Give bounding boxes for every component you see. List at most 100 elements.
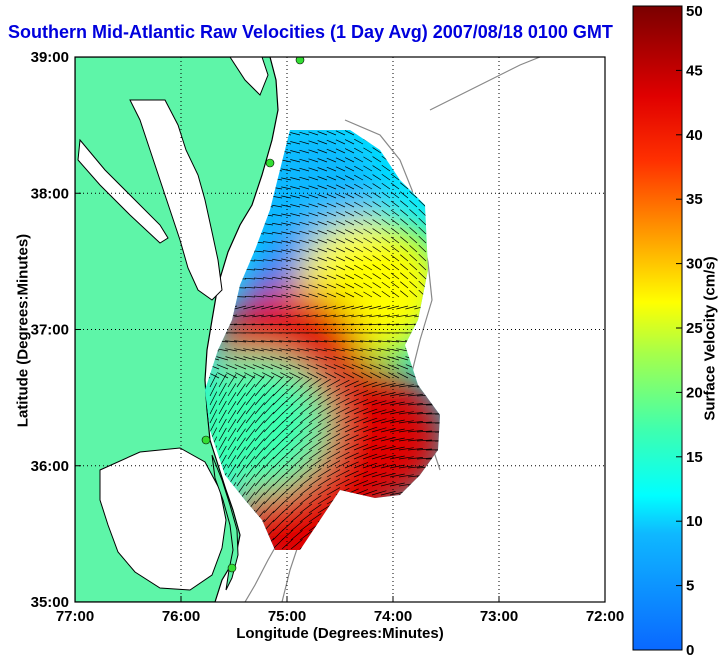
velocity-arrow — [317, 239, 328, 244]
velocity-arrow — [342, 340, 355, 343]
velocity-arrow — [326, 460, 341, 469]
velocity-arrow — [326, 220, 337, 226]
velocity-arrow — [416, 430, 432, 433]
velocity-arrow — [290, 449, 303, 460]
velocity-arrow — [381, 182, 391, 190]
velocity-arrow — [288, 323, 301, 326]
velocity-arrow — [281, 177, 292, 181]
velocity-arrow — [405, 323, 418, 326]
velocity-arrow — [290, 422, 303, 433]
velocity-arrow — [369, 305, 382, 310]
velocity-arrow — [362, 480, 378, 487]
velocity-arrow — [306, 348, 319, 352]
velocity-arrow — [363, 210, 373, 217]
velocity-arrow — [280, 372, 292, 379]
velocity-arrow — [254, 277, 265, 280]
velocity-arrow — [371, 400, 387, 406]
velocity-arrow — [326, 433, 341, 442]
velocity-arrow — [272, 267, 283, 271]
velocity-arrow — [290, 186, 301, 190]
velocity-arrow — [281, 294, 292, 298]
velocity-arrow — [335, 130, 346, 136]
velocity-arrow — [299, 413, 313, 424]
velocity-arrow — [297, 340, 310, 343]
velocity-arrow — [290, 503, 303, 514]
velocity-arrow — [317, 387, 331, 397]
velocity-arrow — [236, 428, 246, 442]
velocity-arrow — [261, 305, 274, 310]
velocity-arrow — [400, 272, 409, 280]
velocity-arrow — [236, 374, 246, 388]
velocity-arrow — [342, 348, 355, 352]
velocity-arrow — [381, 209, 391, 217]
velocity-arrow — [409, 200, 418, 208]
y-tick-label: 37:00 — [31, 322, 69, 339]
velocity-arrow — [272, 421, 284, 433]
velocity-arrow — [299, 458, 313, 469]
velocity-arrow — [317, 423, 331, 433]
velocity-arrow — [317, 140, 328, 145]
velocity-arrow — [317, 486, 331, 496]
velocity-arrow — [281, 258, 292, 262]
velocity-arrow — [217, 372, 229, 379]
velocity-arrow — [272, 276, 283, 280]
velocity-arrow — [297, 323, 310, 326]
velocity-arrow — [252, 364, 265, 370]
velocity-arrow — [315, 348, 328, 352]
velocity-arrow — [380, 455, 396, 460]
velocity-arrow — [369, 348, 382, 352]
velocity-arrow — [371, 418, 387, 424]
velocity-arrow — [390, 218, 400, 226]
velocity-arrow — [261, 364, 274, 370]
velocity-arrow — [335, 157, 346, 163]
velocity-arrow — [335, 433, 350, 442]
velocity-arrow — [299, 131, 310, 136]
velocity-arrow — [290, 458, 303, 469]
velocity-arrow — [351, 314, 364, 318]
velocity-arrow — [288, 348, 301, 352]
velocity-arrow — [281, 240, 292, 244]
velocity-arrow — [290, 177, 301, 181]
velocity-arrow — [334, 372, 346, 379]
velocity-arrow — [253, 372, 265, 379]
velocity-arrow — [335, 175, 346, 181]
velocity-arrow — [354, 264, 364, 271]
velocity-arrow — [335, 256, 346, 262]
velocity-arrow — [324, 356, 337, 361]
velocity-arrow — [363, 246, 373, 253]
velocity-arrow — [407, 412, 423, 415]
velocity-arrow — [354, 201, 364, 208]
velocity-arrow — [317, 477, 331, 487]
velocity-arrow — [342, 364, 355, 370]
velocity-arrow — [362, 453, 378, 460]
velocity-arrow — [317, 230, 328, 235]
velocity-arrow — [234, 305, 247, 310]
velocity-arrow — [360, 364, 373, 370]
velocity-arrow — [363, 237, 373, 244]
velocity-arrow — [372, 282, 382, 289]
velocity-arrow — [380, 482, 396, 487]
velocity-arrow — [308, 504, 322, 514]
velocity-arrow — [354, 174, 364, 181]
velocity-arrow — [387, 364, 400, 370]
velocity-arrow — [308, 239, 319, 244]
velocity-arrow — [390, 272, 400, 280]
velocity-arrow — [297, 314, 310, 318]
velocity-arrow — [372, 183, 382, 190]
velocity-arrow — [335, 238, 346, 244]
velocity-arrow — [218, 445, 227, 460]
velocity-arrow — [400, 281, 409, 289]
velocity-arrow — [362, 426, 378, 433]
velocity-arrow — [380, 491, 396, 496]
velocity-arrow — [363, 273, 373, 280]
velocity-arrow — [317, 176, 328, 181]
velocity-arrow — [344, 175, 355, 181]
velocity-arrow — [324, 305, 337, 310]
velocity-arrow — [243, 305, 256, 310]
velocity-arrow — [218, 382, 227, 397]
velocity-arrow — [227, 410, 237, 424]
velocity-arrow — [281, 385, 294, 397]
velocity-arrow — [308, 212, 319, 217]
velocity-arrow — [344, 452, 359, 460]
